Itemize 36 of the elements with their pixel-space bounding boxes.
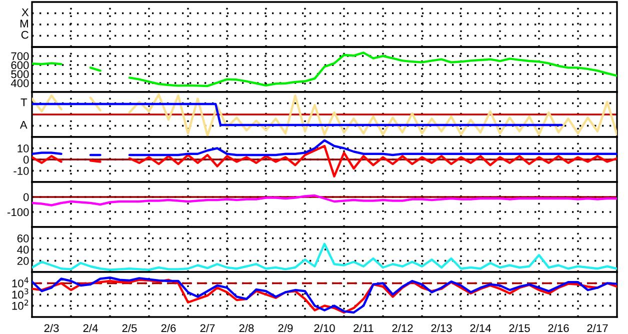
x-tick-label: 2/3 [44, 324, 59, 332]
y-tick-label: 700 [11, 52, 29, 60]
y-tick-label: 0 [23, 156, 29, 164]
x-tick-label: 2/16 [548, 324, 569, 332]
y-tick-label: 10 [18, 144, 29, 152]
x-tick-label: 2/12 [392, 324, 413, 332]
x-tick-label: 2/6 [161, 324, 176, 332]
y-tick-label: 10$^{3}$ [12, 288, 28, 299]
x-tick-label: 2/7 [200, 324, 215, 332]
x-tick-label: 2/5 [122, 324, 137, 332]
x-tick-label: 2/10 [314, 324, 335, 332]
y-tick-label: 60 [17, 234, 29, 242]
x-tick-label: 2/9 [278, 324, 293, 332]
x-tick-label: 2/4 [83, 324, 98, 332]
text: T [20, 98, 28, 106]
y-tick-label: 40 [17, 246, 29, 254]
y-tick-label: 500 [11, 70, 29, 78]
y-tick-label: 10$^{4}$ [12, 277, 28, 288]
x-tick-label: 2/15 [509, 324, 530, 332]
y-tick-label: 0 [23, 193, 29, 202]
x-tick-label: 2/13 [431, 324, 452, 332]
y-tick-label: 10$^{2}$ [12, 300, 28, 310]
text: X [22, 8, 29, 16]
x-tick-label: 2/14 [470, 324, 491, 332]
text: C [21, 30, 28, 39]
text: M [20, 20, 28, 28]
x-tick-label: 2/8 [239, 324, 254, 332]
y-tick-label: 600 [11, 61, 29, 70]
x-tick-label: 2/11 [354, 324, 374, 332]
y-tick-label: 400 [10, 79, 29, 88]
y-tick-label: 20 [17, 257, 29, 265]
line-series [32, 194, 617, 206]
y-tick-label: -10 [14, 167, 29, 175]
text: A [20, 120, 28, 129]
x-tick-label: 2/17 [587, 324, 608, 332]
y-tick-label: -100 [7, 208, 29, 216]
